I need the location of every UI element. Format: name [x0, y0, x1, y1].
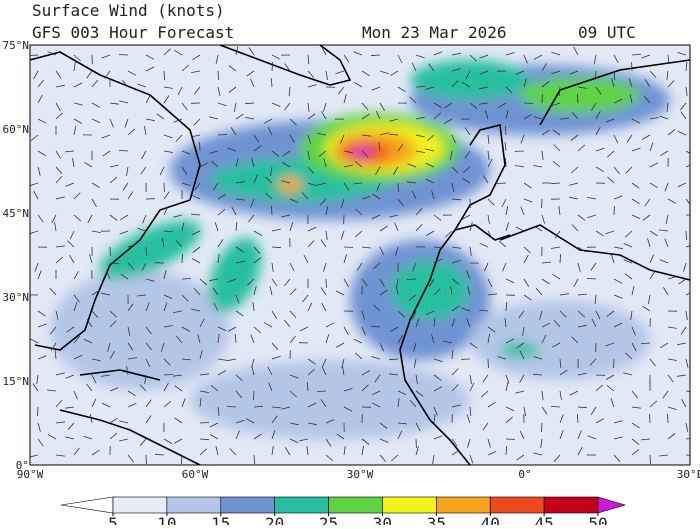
title: Surface Wind (knots) [32, 1, 225, 20]
lat-label: 30°N [3, 291, 30, 304]
colorbar-label: 5 [108, 514, 118, 525]
barb [182, 254, 183, 263]
barb [416, 87, 425, 88]
time: 09 UTC [578, 23, 636, 42]
barb [38, 407, 39, 416]
colorbar: 5 10 15 20 25 30 35 40 45 50 [61, 497, 625, 525]
barb [200, 423, 209, 424]
barb [272, 62, 273, 71]
colorbar-label: 30 [373, 514, 392, 525]
colorbar-segment [329, 497, 383, 513]
colorbar-high-triangle [598, 497, 625, 513]
barb [200, 142, 201, 151]
colorbar-segment [490, 497, 544, 513]
lon-label: 0° [518, 468, 531, 481]
lat-label: 45°N [3, 207, 30, 220]
colorbar-label: 45 [534, 514, 553, 525]
colorbar-label: 40 [481, 514, 500, 525]
barb [488, 359, 489, 368]
colorbar-segment [113, 497, 167, 513]
barb [218, 135, 227, 136]
colorbar-label: 35 [427, 514, 446, 525]
barb [110, 247, 111, 256]
colorbar-low-triangle [61, 497, 113, 513]
lon-label: 60°W [182, 468, 209, 481]
colorbar-label: 15 [211, 514, 230, 525]
lat-label: 60°N [3, 123, 30, 136]
lat-label: 75°N [3, 39, 30, 52]
colorbar-label: 25 [319, 514, 338, 525]
colorbar-segment [167, 497, 221, 513]
colorbar-segment [275, 497, 329, 513]
colorbar-segment [436, 497, 490, 513]
colorbar-segment [382, 497, 436, 513]
lat-label: 15°N [3, 375, 30, 388]
subtitle: GFS 003 Hour Forecast [32, 23, 234, 42]
colorbar-label: 10 [157, 514, 176, 525]
barb [317, 391, 326, 392]
barb [254, 391, 255, 400]
lon-label: 30°E [677, 468, 700, 481]
barb [497, 183, 506, 184]
colorbar-label: 50 [588, 514, 607, 525]
lon-label: 90°W [17, 468, 44, 481]
colorbar-segment [544, 497, 598, 513]
date: Mon 23 Mar 2026 [362, 23, 507, 42]
barb [182, 279, 191, 280]
map [29, 45, 695, 465]
colorbar-label: 20 [265, 514, 284, 525]
barb [524, 103, 533, 104]
barb [227, 407, 236, 408]
colorbar-segment [221, 497, 275, 513]
lon-label: 30°W [347, 468, 374, 481]
